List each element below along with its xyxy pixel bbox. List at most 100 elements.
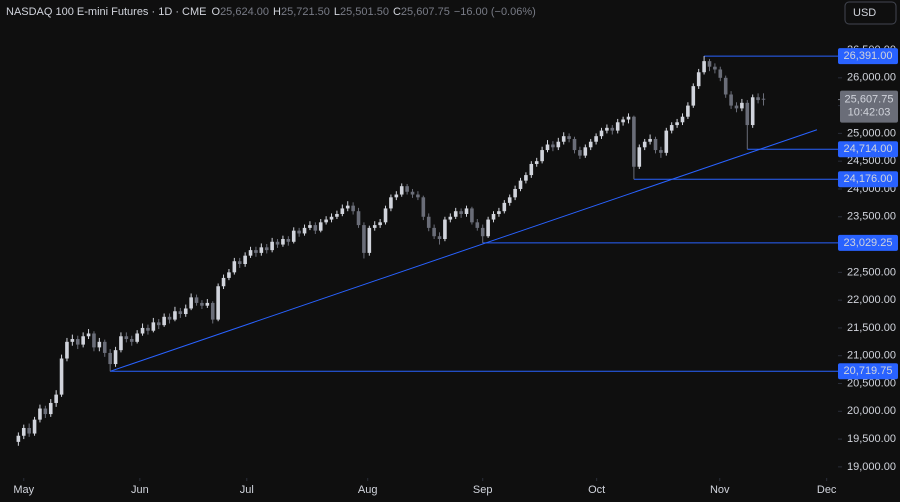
candle-body [286,239,291,242]
candle-body [216,286,220,320]
trendline [109,129,818,372]
candle-body [335,213,339,217]
x-tick-label: Sep [473,484,493,496]
candle-body [745,102,750,126]
y-tick-label: 20,500.00 [847,377,896,389]
candle-body [356,211,361,226]
candle-body [259,247,264,253]
candle-body [221,277,226,287]
candle-body [518,180,523,189]
x-tick-label: Jun [131,484,149,496]
candle-body [756,97,760,101]
y-tick-label: 19,000.00 [847,461,896,473]
candle-body [151,322,156,331]
candle-body [146,327,150,331]
candle-body [297,230,301,234]
candle-body [367,227,372,253]
y-tick-label: 22,500.00 [847,266,896,278]
candle-body [648,138,652,142]
candle-body [270,241,274,251]
candle-body [475,222,480,228]
candle-body [399,186,404,195]
candle-body [97,341,102,348]
candle-body [545,144,550,151]
candle-body [16,435,21,442]
candle-body [345,205,350,209]
overlay: 26,391.00 24,714.00 24,176.00 23,029.25 20,7… [838,48,898,380]
candle-body [426,216,431,228]
candle-body [32,419,37,434]
candle-body [43,408,48,415]
currency-button[interactable] [844,1,897,25]
candle-body [102,341,107,353]
candle-body [729,94,733,106]
candle-body [383,208,388,223]
candle-body [443,219,447,239]
candle-body [588,141,593,148]
candle-body [389,197,393,209]
candle-body [59,358,64,395]
candle-body [264,247,269,251]
ohlc-value: 25,624.00 [220,6,269,18]
ohlc-key: L [334,6,340,18]
candle-body [464,208,469,214]
x-tick-label: Oct [588,484,605,496]
candle-body [194,297,199,303]
candle-body [669,125,674,131]
level-label-box [838,141,898,158]
candle-body [702,61,706,73]
candle-body [291,230,296,242]
level-label: 20,719.75 [844,365,893,377]
candle-body [605,127,609,131]
level-label: 23,029.25 [844,237,893,249]
candle-body [48,402,53,415]
candle-body [167,316,172,320]
candle-body [86,333,91,337]
candle-body [599,130,604,137]
ohlc-value: 25,721.50 [281,6,330,18]
candle-body [113,350,118,365]
candle-body [513,188,517,198]
change: −16.00 (−0.06%) [454,6,536,18]
candle-body [54,394,58,403]
y-tick-label: 25,000.00 [847,127,896,139]
level-label: 24,714.00 [844,143,893,155]
candle-body [470,208,474,223]
currency[interactable]: USD [853,7,876,19]
candle-body [173,311,177,320]
y-tick-label: 26,000.00 [847,72,896,84]
ohlc-key: H [273,6,281,18]
candle-body [237,261,242,265]
candle-body [578,150,582,156]
candle-body [340,208,345,214]
candle-body [659,150,663,153]
candle-body [621,119,625,123]
candle-body [318,222,323,231]
candle-body [707,61,712,67]
candle-body [680,116,685,123]
candle-body [65,341,69,359]
x-tick-label: Jul [240,484,254,496]
candle-body [38,408,42,420]
candle-body [129,339,134,342]
x-tick-label: Aug [358,484,378,496]
candle-body [432,227,436,237]
candle-body [723,77,728,95]
candle-body [637,147,642,167]
candle-body [254,250,258,253]
candle-body [459,211,463,214]
candle-body [653,138,658,151]
ohlc-value: 25,607.75 [401,6,450,18]
candle-body [313,225,318,231]
candle-body [178,311,183,315]
candle-body [108,352,112,365]
candle-body [453,211,458,217]
candle-body [135,333,139,342]
candle-body [642,141,647,148]
candle-body [421,197,426,217]
candle-body [70,339,75,342]
candle-body [162,316,166,326]
ohlc-value: 25,501.50 [340,6,389,18]
level-label-box [838,363,898,380]
candle-body [734,105,739,109]
